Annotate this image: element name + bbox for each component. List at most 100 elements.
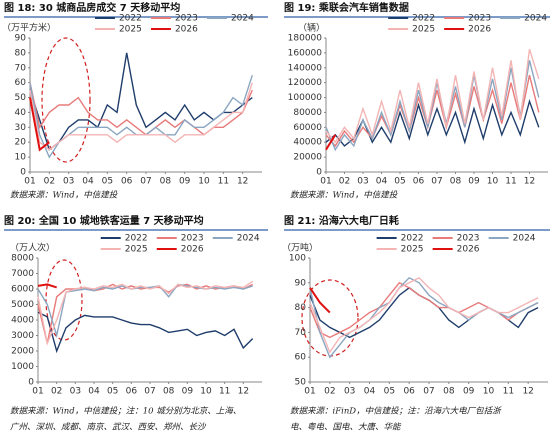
legend-label: 2024 — [231, 14, 254, 24]
y-tick-label: 50 — [295, 378, 307, 388]
legend-label: 2024 — [513, 234, 536, 244]
legend-label: 2025 — [119, 25, 142, 35]
legend-label: 2023 — [181, 234, 204, 244]
series-line — [37, 311, 254, 354]
y-tick-label: 60 — [295, 353, 307, 363]
y-tick-label: 0 — [316, 168, 322, 178]
y-tick-label: 10 — [15, 153, 27, 163]
x-tick-label: 05 — [102, 177, 113, 187]
y-tick-label: 20 — [15, 138, 27, 148]
x-tick-label: 10 — [487, 177, 499, 187]
y-tick-label: 40000 — [293, 138, 322, 148]
y-tick-label: 3000 — [11, 331, 34, 341]
x-tick-label: 06 — [403, 387, 415, 397]
legend-label: 2024 — [237, 234, 260, 244]
x-tick-label: 12 — [237, 177, 248, 187]
x-tick-label: 06 — [126, 387, 138, 397]
source-note: 数据来源：iFinD，中信建投；注：沿海六大电厂包括浙 — [290, 406, 502, 417]
y-tick-label: 80 — [15, 48, 27, 58]
x-tick-label: 08 — [163, 387, 175, 397]
y-tick-label: 90 — [15, 34, 27, 44]
x-tick-label: 01 — [24, 177, 35, 187]
series-line — [37, 283, 58, 289]
legend-label: 2026 — [457, 245, 480, 255]
legend-label: 2023 — [175, 14, 198, 24]
x-tick-label: 01 — [304, 387, 315, 397]
x-tick-label: 04 — [364, 387, 376, 397]
x-tick-label: 10 — [483, 387, 495, 397]
x-tick-label: 08 — [160, 177, 172, 187]
x-tick-label: 07 — [140, 177, 151, 187]
series-line — [325, 60, 540, 152]
series-line — [37, 283, 253, 339]
x-tick-label: 11 — [503, 387, 514, 397]
x-tick-label: 03 — [357, 177, 368, 187]
y-tick-label: 120000 — [288, 78, 323, 88]
y-unit: （辆） — [298, 22, 325, 34]
y-tick-label: 180000 — [288, 34, 323, 44]
y-tick-label: 1000 — [11, 362, 34, 372]
x-tick-label: 05 — [107, 387, 118, 397]
x-tick-label: 07 — [431, 177, 442, 187]
series-line — [309, 276, 539, 354]
source-note: 电、粤电、国电、大唐、华能 — [290, 422, 402, 433]
series-line — [309, 281, 539, 339]
x-tick-label: 02 — [324, 387, 335, 397]
y-tick-label: 4000 — [11, 316, 34, 326]
series-line — [309, 287, 331, 314]
x-tick-label: 12 — [522, 387, 533, 397]
x-tick-label: 04 — [88, 387, 100, 397]
chart-title: 图 19: 乘联会汽车销售数据 — [284, 1, 409, 14]
y-tick-label: 5000 — [11, 300, 34, 310]
y-tick-label: 80 — [295, 303, 307, 313]
y-unit: （万人次） — [10, 242, 55, 254]
x-tick-label: 07 — [423, 387, 434, 397]
legend-label: 2025 — [125, 245, 148, 255]
source-note: 数据来源：Wind，中信建投 — [10, 190, 119, 201]
series-line — [325, 75, 540, 148]
x-tick-label: 12 — [524, 177, 535, 187]
y-tick-label: 160000 — [288, 48, 323, 58]
legend-label: 2026 — [468, 25, 491, 35]
y-tick-label: 80000 — [293, 108, 322, 118]
x-tick-label: 02 — [44, 177, 55, 187]
x-tick-label: 03 — [63, 177, 74, 187]
x-tick-label: 09 — [182, 387, 194, 397]
x-tick-label: 08 — [443, 387, 455, 397]
series-line — [37, 283, 254, 344]
series-line — [309, 276, 539, 359]
x-tick-label: 09 — [179, 177, 191, 187]
source-note: 数据来源：Wind，中信建投 — [290, 190, 399, 201]
y-tick-label: 0 — [20, 168, 26, 178]
y-tick-label: 2000 — [11, 347, 34, 357]
legend-label: 2022 — [119, 14, 142, 24]
x-tick-label: 10 — [198, 177, 210, 187]
source-note: 广州、深圳、成都、南京、武汉、西安、郑州、长沙 — [10, 422, 207, 433]
y-tick-label: 50 — [15, 93, 27, 103]
x-tick-label: 01 — [32, 387, 43, 397]
legend-label: 2022 — [125, 234, 148, 244]
x-tick-label: 07 — [144, 387, 155, 397]
y-unit: （万平方米） — [2, 22, 56, 34]
series-line — [37, 280, 254, 346]
y-tick-label: 100 — [289, 254, 306, 264]
x-tick-label: 02 — [339, 177, 350, 187]
y-tick-label: 140000 — [288, 63, 323, 73]
x-tick-label: 11 — [505, 177, 516, 187]
x-tick-label: 05 — [394, 177, 405, 187]
series-line — [325, 48, 540, 144]
series-line — [29, 97, 50, 152]
x-tick-label: 06 — [121, 177, 133, 187]
legend-label: 2022 — [412, 14, 435, 24]
series-line — [29, 82, 253, 136]
y-tick-label: 0 — [28, 378, 34, 388]
x-tick-label: 11 — [219, 387, 230, 397]
y-tick-label: 70 — [295, 328, 307, 338]
y-unit: （万吨） — [282, 242, 318, 254]
chart-title: 图 21: 沿海六大电厂日耗 — [284, 214, 399, 227]
x-tick-label: 01 — [320, 177, 331, 187]
y-tick-label: 60000 — [293, 123, 322, 133]
x-tick-label: 08 — [450, 177, 462, 187]
chart-title: 图 18: 30 城商品房成交 7 天移动平均 — [4, 1, 180, 14]
